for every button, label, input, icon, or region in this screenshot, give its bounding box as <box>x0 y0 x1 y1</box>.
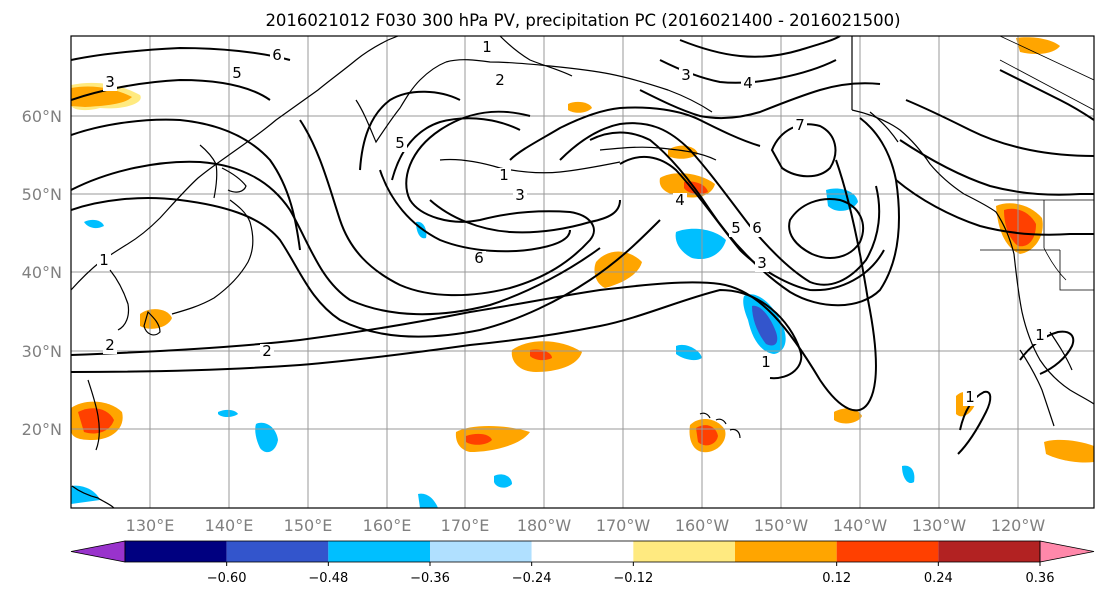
precipitation-anomaly-fills <box>71 37 1094 508</box>
colorbar-segment <box>226 541 329 562</box>
lon-tick-label: 120°W <box>991 516 1046 535</box>
contour-label: 1 <box>99 251 109 269</box>
longitude-labels: 130°E 140°E 150°E 160°E 170°E 180°W 170°W 160°W… <box>126 516 1046 535</box>
contour-label: 3 <box>515 186 525 204</box>
colorbar-tick-label: −0.12 <box>613 571 653 586</box>
contour-label: 4 <box>743 74 753 92</box>
lon-tick-label: 130°E <box>126 516 175 535</box>
contour-label: 6 <box>474 249 484 267</box>
colorbar: −0.60−0.48−0.36−0.24−0.120.120.240.360.4… <box>70 540 1095 586</box>
map-frame <box>70 35 1095 509</box>
lat-tick-label: 40°N <box>22 263 62 282</box>
political-borders <box>980 36 1094 291</box>
lon-tick-label: 180°W <box>517 516 572 535</box>
lon-tick-label: 140°W <box>833 516 888 535</box>
lon-tick-label: 170°W <box>596 516 651 535</box>
contour-label: 1 <box>1035 326 1045 344</box>
colorbar-segment <box>938 541 1040 562</box>
contour-label: 6 <box>272 46 282 64</box>
colorbar-segment <box>836 541 939 562</box>
colorbar-extend-low <box>70 540 126 563</box>
lat-tick-label: 30°N <box>22 342 62 361</box>
pv-contours <box>71 36 1094 455</box>
contour-label: 5 <box>232 64 242 82</box>
lon-tick-label: 140°E <box>205 516 254 535</box>
contour-label: 7 <box>795 116 805 134</box>
contour-label: 3 <box>681 66 691 84</box>
lon-tick-label: 160°W <box>675 516 730 535</box>
colorbar-tick-label: −0.36 <box>410 571 450 586</box>
colorbar-segment <box>633 541 735 562</box>
lon-tick-label: 150°E <box>284 516 333 535</box>
lat-tick-label: 60°N <box>22 107 62 126</box>
colorbar-segment <box>531 541 634 562</box>
lon-tick-label: 160°E <box>363 516 412 535</box>
lon-tick-label: 130°W <box>912 516 967 535</box>
latitude-labels: 60°N 50°N 40°N 30°N 20°N <box>22 107 62 439</box>
contour-label: 1 <box>965 388 975 406</box>
colorbar-tick-label: 0.12 <box>822 571 851 586</box>
colorbar-tick-label: −0.60 <box>207 571 247 586</box>
colorbar-extend-high <box>1039 540 1095 563</box>
lat-tick-label: 50°N <box>22 185 62 204</box>
contour-label: 3 <box>105 73 115 91</box>
map-title: 2016021012 F030 300 hPa PV, precipitatio… <box>265 11 900 30</box>
contour-label: 1 <box>499 166 509 184</box>
lat-tick-label: 20°N <box>22 420 62 439</box>
colorbar-segment <box>430 541 532 562</box>
contour-label: 4 <box>675 191 685 209</box>
contour-label: 2 <box>495 71 505 89</box>
contour-label: 2 <box>105 336 115 354</box>
colorbar-tick-label: −0.24 <box>512 571 552 586</box>
contour-label: 1 <box>761 353 771 371</box>
lon-tick-label: 170°E <box>441 516 490 535</box>
colorbar-segment <box>735 541 837 562</box>
contour-label: 2 <box>262 342 272 360</box>
colorbar-tick-label: 0.24 <box>924 571 953 586</box>
colorbar-segment <box>125 541 227 562</box>
contour-label: 3 <box>757 254 767 272</box>
contour-label: 1 <box>482 38 492 56</box>
colorbar-tick-label: −0.48 <box>308 571 348 586</box>
colorbar-tick-label: 0.36 <box>1026 571 1055 586</box>
colorbar-segment <box>328 541 430 562</box>
coastlines <box>71 36 1094 508</box>
contour-label: 5 <box>395 134 405 152</box>
lon-tick-label: 150°W <box>754 516 809 535</box>
contour-label: 6 <box>752 219 762 237</box>
contour-label: 5 <box>731 219 741 237</box>
